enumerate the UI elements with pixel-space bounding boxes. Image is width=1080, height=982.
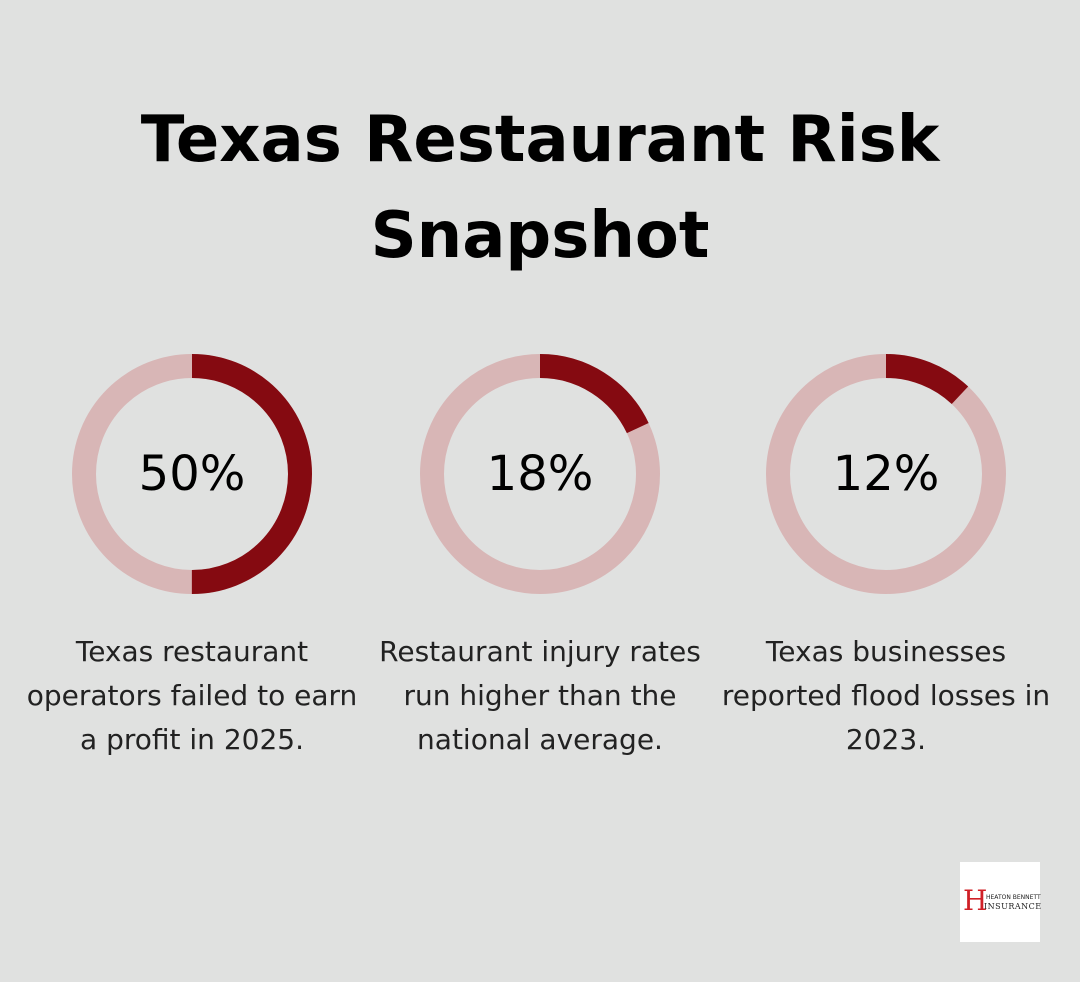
stat-description-1: Texas restaurant operators failed to ear…: [26, 635, 358, 756]
company-logo: H HEATON BENNETT INSURANCE: [960, 862, 1042, 942]
percent-label-3: 12%: [833, 446, 940, 502]
logo-line-2: INSURANCE: [984, 902, 1042, 911]
ring-fill-2: [420, 354, 660, 594]
stat-card-1: 50% Texas restaurant operators failed to…: [22, 352, 362, 762]
donut-chart-1: 50%: [72, 354, 312, 594]
stat-description-2: Restaurant injury rates run higher than …: [379, 635, 701, 756]
ring-fill-1: [72, 354, 312, 594]
ring-fill-3: [766, 354, 1006, 594]
stat-card-3: 12% Texas businesses reported flood loss…: [716, 352, 1056, 762]
logo-line-1: HEATON BENNETT: [986, 894, 1041, 901]
page-title: Texas Restaurant Risk Snapshot: [140, 103, 940, 273]
stat-description-3: Texas businesses reported flood losses i…: [721, 635, 1051, 756]
percent-label-2: 18%: [487, 446, 594, 502]
stat-card-2: 18% Restaurant injury rates run higher t…: [370, 352, 710, 762]
logo-monogram: H: [963, 884, 988, 917]
donut-chart-2: 18%: [420, 354, 660, 594]
donut-chart-3: 12%: [766, 354, 1006, 594]
percent-label-1: 50%: [139, 446, 246, 502]
